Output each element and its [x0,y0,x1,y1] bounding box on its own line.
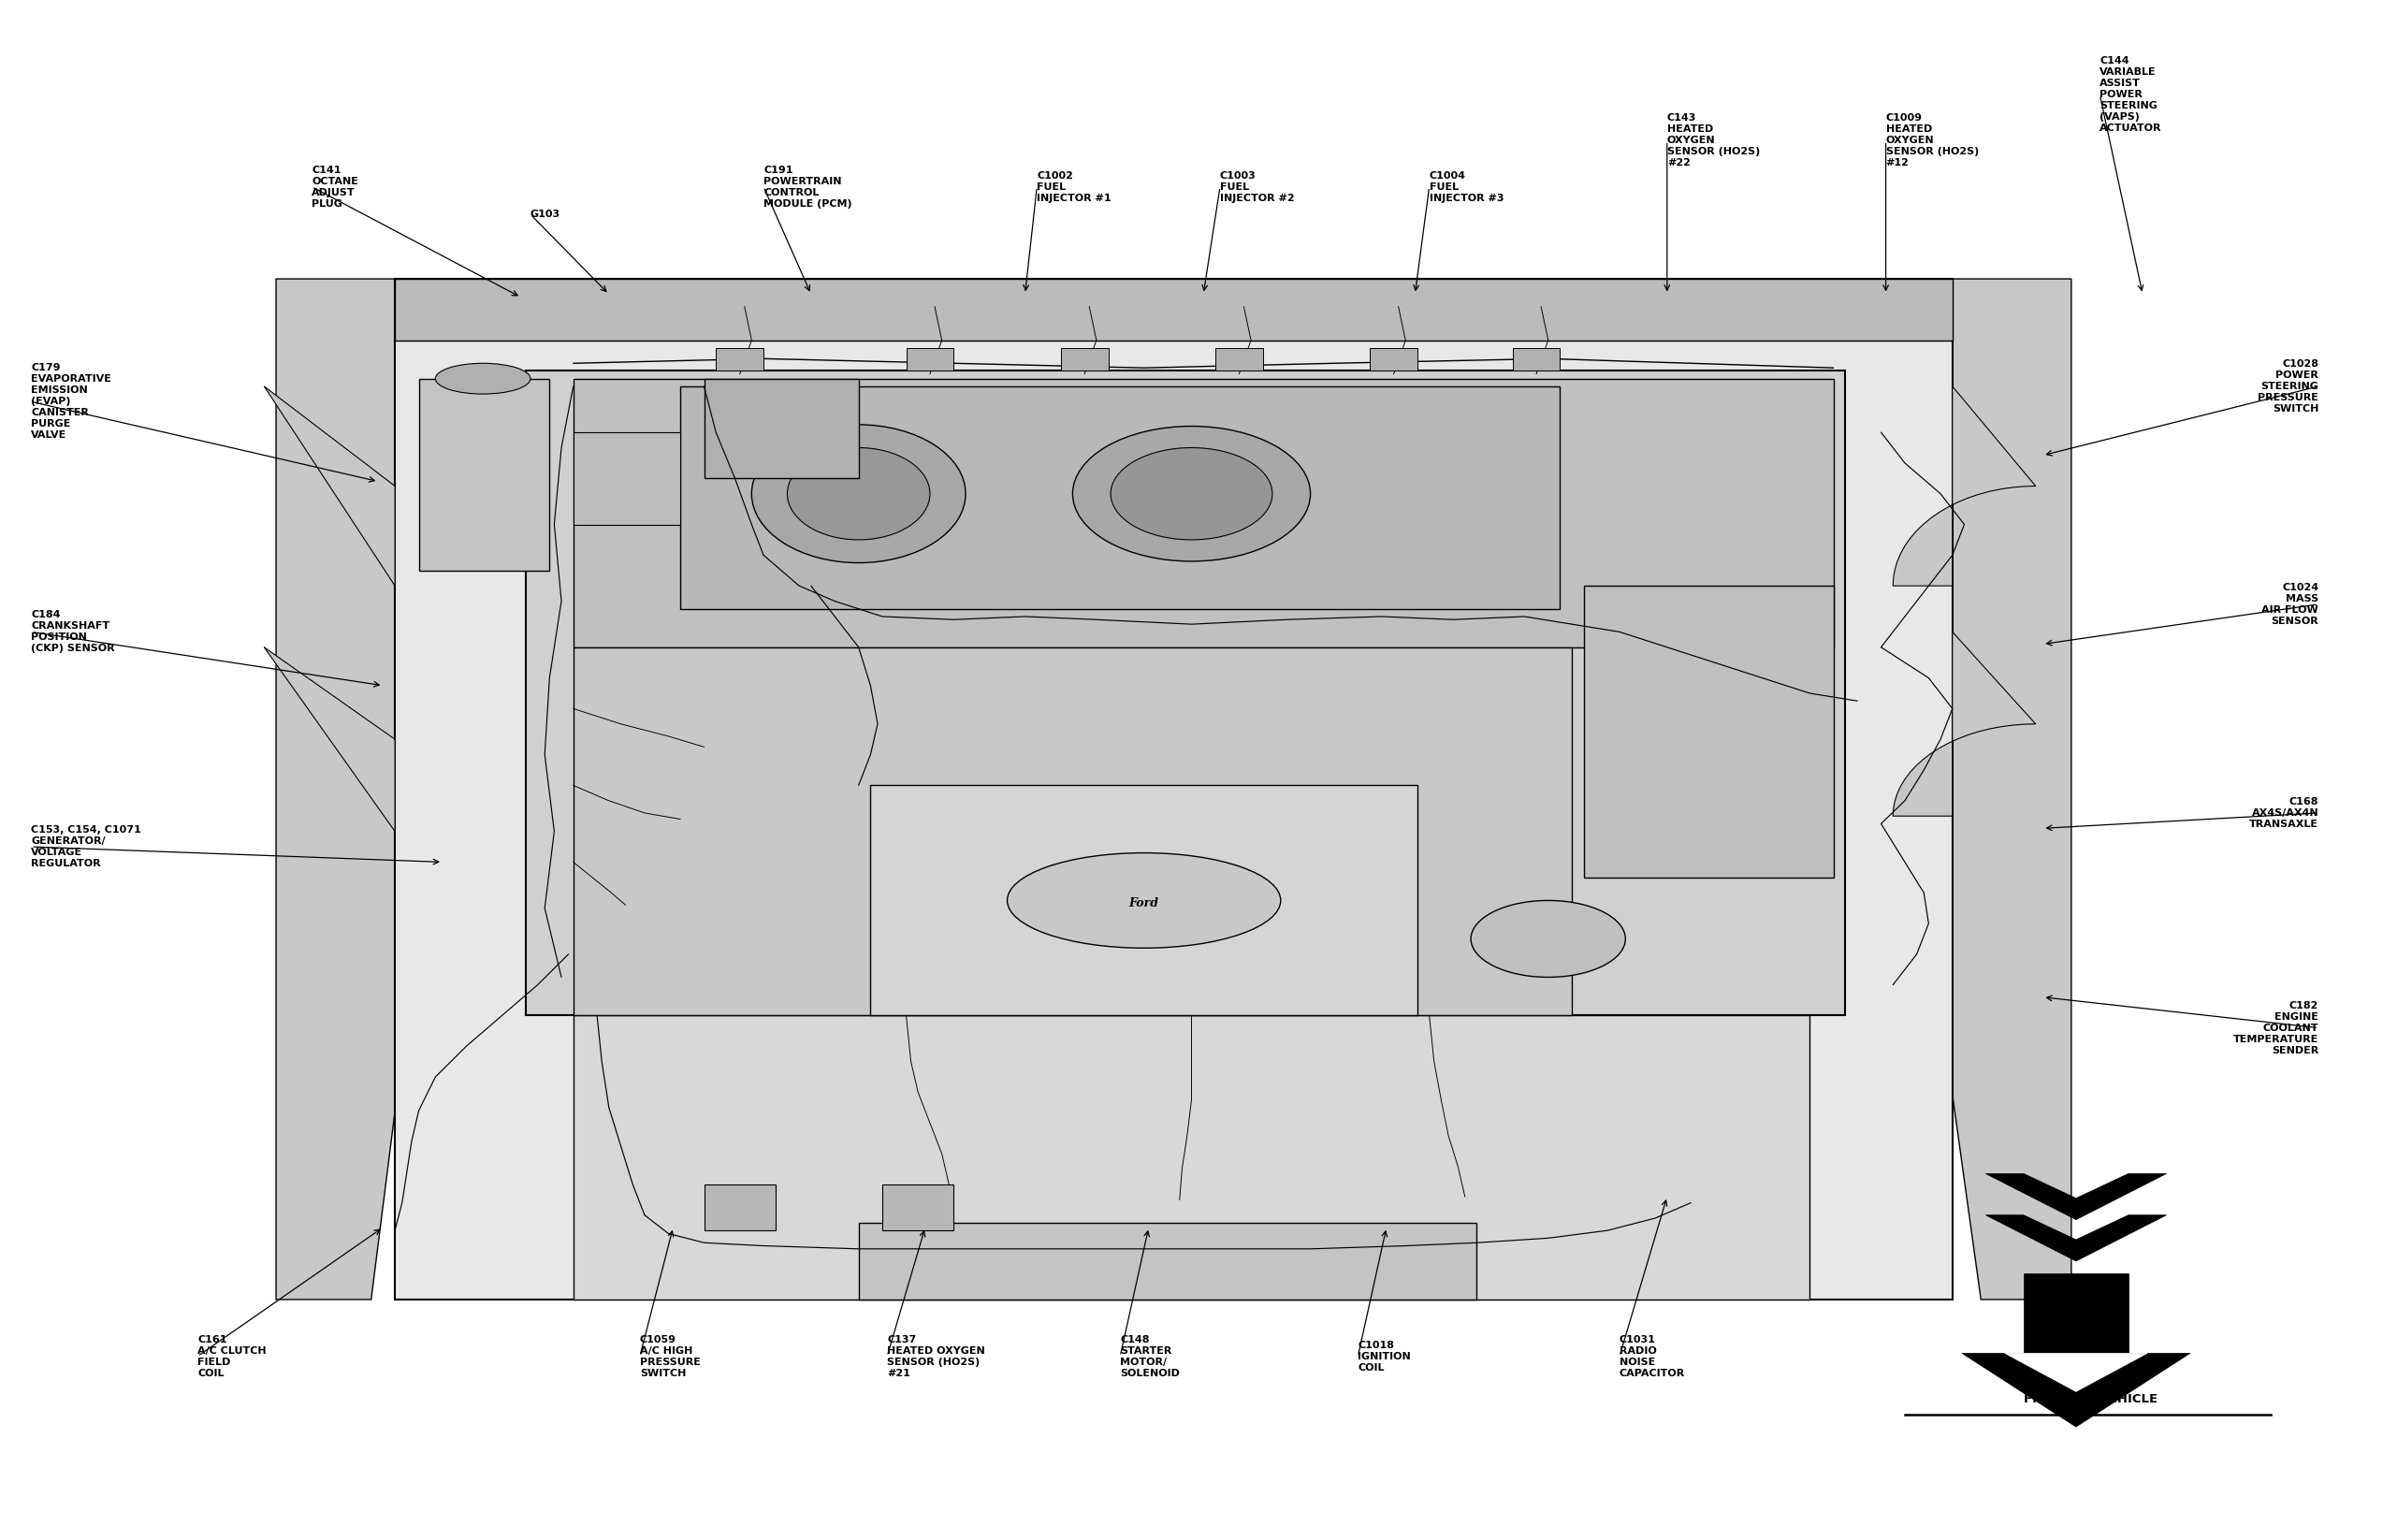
Text: C143
HEATED
OXYGEN
SENSOR (HO2S)
#22: C143 HEATED OXYGEN SENSOR (HO2S) #22 [1668,114,1761,168]
Polygon shape [396,279,1952,1300]
Polygon shape [2004,1354,2147,1392]
Text: C153, C154, C1071
GENERATOR/
VOLTAGE
REGULATOR: C153, C154, C1071 GENERATOR/ VOLTAGE REG… [31,825,141,869]
Text: C144
VARIABLE
ASSIST
POWER
STEERING
(VAPS)
ACTUATOR: C144 VARIABLE ASSIST POWER STEERING (VAP… [2099,57,2161,132]
Polygon shape [527,371,1844,1015]
Polygon shape [1928,279,2071,1300]
Polygon shape [1892,631,2035,816]
Text: C168
AX4S/AX4N
TRANSAXLE: C168 AX4S/AX4N TRANSAXLE [2250,798,2319,829]
Polygon shape [574,433,679,525]
Text: C1004
FUEL
INJECTOR #3: C1004 FUEL INJECTOR #3 [1430,171,1504,203]
Polygon shape [265,387,396,585]
Polygon shape [703,379,858,479]
Polygon shape [574,1015,1809,1300]
Polygon shape [858,1223,1477,1300]
Text: C148
STARTER
MOTOR/
SOLENOID: C148 STARTER MOTOR/ SOLENOID [1120,1335,1180,1378]
Polygon shape [419,379,550,570]
Polygon shape [1985,1215,2166,1261]
Polygon shape [870,785,1418,1015]
Bar [1060,348,1108,371]
Polygon shape [703,1184,774,1230]
Bar [1370,348,1418,371]
Text: Ford: Ford [1130,898,1158,910]
Text: C191
POWERTRAIN
CONTROL
MODULE (PCM): C191 POWERTRAIN CONTROL MODULE (PCM) [763,165,853,208]
Text: C1031
RADIO
NOISE
CAPACITOR: C1031 RADIO NOISE CAPACITOR [1620,1335,1685,1378]
Text: C1002
FUEL
INJECTOR #1: C1002 FUEL INJECTOR #1 [1037,171,1110,203]
Polygon shape [679,387,1561,608]
Text: C161
A/C CLUTCH
FIELD
COIL: C161 A/C CLUTCH FIELD COIL [198,1335,267,1378]
Text: C1028
POWER
STEERING
PRESSURE
SWITCH: C1028 POWER STEERING PRESSURE SWITCH [2257,359,2319,413]
Text: C184
CRANKSHAFT
POSITION
(CKP) SENSOR: C184 CRANKSHAFT POSITION (CKP) SENSOR [31,610,114,653]
Ellipse shape [1110,448,1273,541]
Bar [1215,348,1263,371]
Polygon shape [1985,1173,2166,1220]
Ellipse shape [436,363,531,394]
Polygon shape [1892,387,2035,585]
Polygon shape [882,1184,953,1230]
Polygon shape [396,279,1952,340]
Text: G103: G103 [531,209,560,219]
Bar [1513,348,1561,371]
Ellipse shape [751,425,965,562]
Polygon shape [574,379,1833,647]
Ellipse shape [786,448,929,541]
Polygon shape [2023,1274,2128,1358]
Ellipse shape [1072,427,1311,561]
Text: C1009
HEATED
OXYGEN
SENSOR (HO2S)
#12: C1009 HEATED OXYGEN SENSOR (HO2S) #12 [1885,114,1978,168]
Ellipse shape [1008,853,1280,949]
Text: C1018
IGNITION
COIL: C1018 IGNITION COIL [1358,1340,1411,1372]
Text: FRONT OF VEHICLE: FRONT OF VEHICLE [2023,1394,2157,1406]
Text: C182
ENGINE
COOLANT
TEMPERATURE
SENDER: C182 ENGINE COOLANT TEMPERATURE SENDER [2233,1001,2319,1055]
Text: C179
EVAPORATIVE
EMISSION
(EVAP)
CANISTER
PURGE
VALVE: C179 EVAPORATIVE EMISSION (EVAP) CANISTE… [31,363,112,440]
Bar [906,348,953,371]
Polygon shape [1585,585,1833,878]
Polygon shape [276,279,419,1300]
Polygon shape [265,647,396,832]
Polygon shape [574,647,1573,1015]
Polygon shape [1961,1354,2190,1428]
Text: C1024
MASS
AIR FLOW
SENSOR: C1024 MASS AIR FLOW SENSOR [2261,582,2319,625]
Text: C137
HEATED OXYGEN
SENSOR (HO2S)
#21: C137 HEATED OXYGEN SENSOR (HO2S) #21 [886,1335,984,1378]
Text: C141
OCTANE
ADJUST
PLUG: C141 OCTANE ADJUST PLUG [312,165,357,208]
Text: C1059
A/C HIGH
PRESSURE
SWITCH: C1059 A/C HIGH PRESSURE SWITCH [641,1335,701,1378]
Ellipse shape [1470,901,1625,978]
Text: C1003
FUEL
INJECTOR #2: C1003 FUEL INJECTOR #2 [1220,171,1294,203]
Bar [715,348,763,371]
